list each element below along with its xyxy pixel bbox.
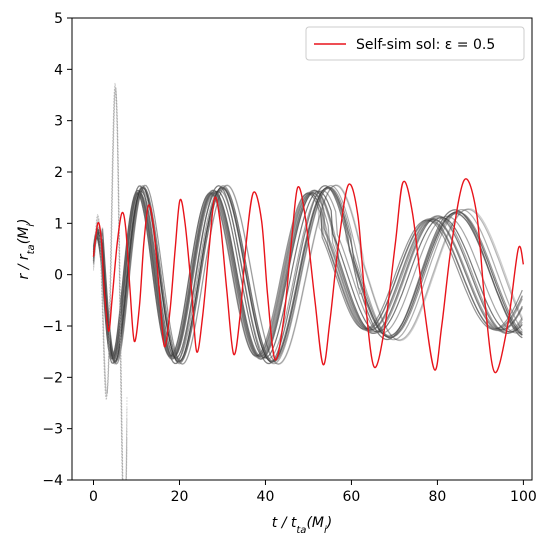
plot-frame <box>71 17 533 481</box>
y-tick-label: −1 <box>42 319 63 335</box>
y-tick-label: −4 <box>42 473 63 489</box>
x-tick-label: 20 <box>171 489 189 505</box>
x-axis-ticks: 0 20 40 60 80 100 <box>89 480 537 505</box>
legend-label: Self-sim sol: ε = 0.5 <box>356 37 495 53</box>
trajectory-line <box>92 185 523 365</box>
legend-box <box>305 26 525 61</box>
y-axis-label: r / rta(Mi) <box>16 219 37 280</box>
x-tick-label: 0 <box>89 489 98 505</box>
y-tick-label: 3 <box>54 114 63 130</box>
x-tick-label: 40 <box>257 489 275 505</box>
y-tick-label: −3 <box>42 422 63 438</box>
trajectory-line <box>92 190 523 359</box>
x-tick-label: 80 <box>429 489 447 505</box>
trajectory-line <box>92 184 523 365</box>
series-layer <box>92 178 525 373</box>
x-axis-label: t / tta(Mi) <box>272 515 332 536</box>
y-tick-label: 1 <box>54 216 63 232</box>
y-tick-label: 4 <box>54 62 63 78</box>
legend: Self-sim sol: ε = 0.5 <box>305 26 525 61</box>
simulation-trajectories <box>92 82 523 480</box>
trajectory-line <box>93 84 128 480</box>
trajectory-line <box>92 191 523 358</box>
y-axis-ticks: −4 −3 −2 −1 0 1 2 3 4 5 <box>42 11 72 489</box>
trajectory-line <box>93 88 128 480</box>
y-tick-label: 2 <box>54 165 63 181</box>
y-tick-label: 0 <box>54 268 63 284</box>
y-tick-label: 5 <box>54 11 63 27</box>
x-tick-label: 60 <box>343 489 361 505</box>
trajectory-line <box>92 190 523 359</box>
y-tick-label: −2 <box>42 370 63 386</box>
series-line-0 <box>92 178 525 373</box>
x-tick-label: 100 <box>510 489 537 505</box>
